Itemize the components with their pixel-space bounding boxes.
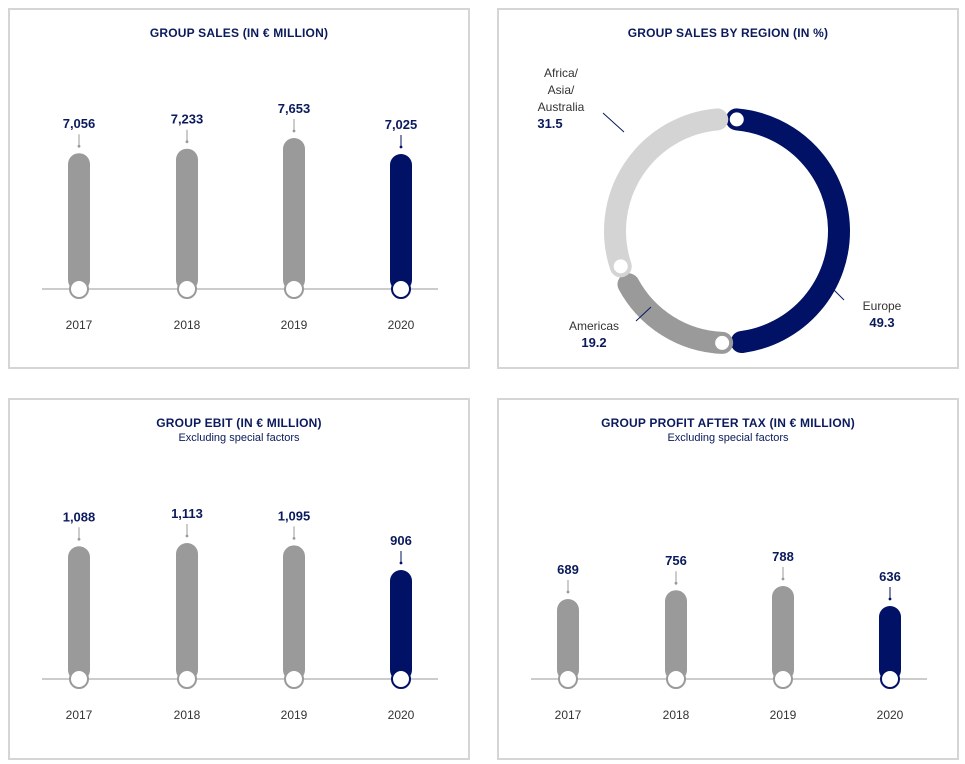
bar-base-marker bbox=[69, 669, 89, 689]
bar-base-marker bbox=[177, 279, 197, 299]
value-label: 636 bbox=[879, 569, 901, 584]
bar-2020 bbox=[390, 154, 412, 291]
leader-americas bbox=[635, 306, 652, 322]
x-tick-label: 2019 bbox=[281, 318, 308, 332]
sales-bar-chart: 7,056 2017 7,233 2018 7,653 2019 7,025 2020 bbox=[42, 101, 438, 332]
profit-chart-panel: GROUP PROFIT AFTER TAX (IN € MILLION) Ex… bbox=[497, 398, 959, 760]
region-donut-chart: Europe 49.3 Americas 19.2 Africa/Asia/Austra… bbox=[537, 66, 902, 354]
value-leader-dot bbox=[185, 534, 189, 538]
value-leader-dot bbox=[185, 140, 189, 144]
value-label: 689 bbox=[557, 562, 579, 577]
slice-value-africa-asia-australia: 31.5 bbox=[537, 116, 562, 131]
value-label: 7,233 bbox=[171, 112, 204, 127]
bar-base-marker bbox=[666, 669, 686, 689]
slice-value-europe: 49.3 bbox=[869, 315, 894, 330]
x-tick-label: 2018 bbox=[174, 708, 201, 722]
x-tick-label: 2020 bbox=[388, 318, 415, 332]
value-label: 7,056 bbox=[63, 116, 96, 131]
slice-start-marker bbox=[727, 110, 746, 129]
bar-2020 bbox=[879, 606, 901, 681]
value-label: 1,088 bbox=[63, 509, 96, 524]
slice-africa bbox=[604, 108, 729, 278]
bar-2018 bbox=[665, 590, 687, 681]
leader-africa bbox=[602, 112, 625, 133]
slice-label-africa-asia-australia: Australia bbox=[538, 100, 585, 114]
bar-base-marker bbox=[880, 669, 900, 689]
x-tick-label: 2019 bbox=[281, 708, 308, 722]
value-leader-dot bbox=[566, 590, 570, 594]
value-label: 788 bbox=[772, 549, 794, 564]
x-tick-label: 2018 bbox=[663, 708, 690, 722]
bar-base-marker bbox=[69, 279, 89, 299]
bar-2017 bbox=[68, 153, 90, 291]
chart-subtitle: Excluding special factors bbox=[667, 432, 789, 444]
x-tick-label: 2017 bbox=[66, 708, 93, 722]
x-tick-label: 2020 bbox=[877, 708, 904, 722]
chart-subtitle: Excluding special factors bbox=[178, 432, 300, 444]
value-leader-dot bbox=[399, 561, 403, 565]
chart-title: GROUP EBIT (IN € MILLION) bbox=[156, 416, 322, 430]
value-leader-dot bbox=[77, 537, 81, 541]
ebit-bar-chart: 1,088 2017 1,113 2018 1,095 2019 906 2020 bbox=[42, 506, 438, 722]
slice-start-marker bbox=[713, 333, 732, 352]
bar-2017 bbox=[68, 546, 90, 681]
x-tick-label: 2019 bbox=[770, 708, 797, 722]
value-leader-dot bbox=[888, 597, 892, 601]
slice-start-marker bbox=[611, 257, 630, 276]
profit-bar-chart: 689 2017 756 2018 788 2019 636 2020 bbox=[531, 549, 927, 722]
value-leader-dot bbox=[292, 536, 296, 540]
bar-base-marker bbox=[177, 669, 197, 689]
slice-label-africa-asia-australia: Asia/ bbox=[548, 83, 575, 97]
slice-label-americas: Americas bbox=[569, 319, 619, 333]
chart-title: GROUP SALES BY REGION (IN %) bbox=[627, 26, 829, 40]
value-leader-dot bbox=[399, 145, 403, 149]
bar-2019 bbox=[772, 586, 794, 681]
bar-base-marker bbox=[284, 279, 304, 299]
bar-2018 bbox=[176, 148, 198, 291]
slice-label-europe: Europe bbox=[863, 299, 902, 313]
bar-base-marker bbox=[773, 669, 793, 689]
slice-americas bbox=[617, 273, 734, 354]
bar-2019 bbox=[283, 545, 305, 681]
value-label: 1,113 bbox=[171, 506, 203, 521]
slice-europe bbox=[725, 108, 850, 354]
bar-base-marker bbox=[558, 669, 578, 689]
value-label: 7,025 bbox=[385, 117, 418, 132]
bar-base-marker bbox=[391, 279, 411, 299]
region-chart-panel: GROUP SALES BY REGION (IN %) Europe 49.3 A… bbox=[497, 8, 959, 369]
sales-chart-panel: GROUP SALES (IN € MILLION) 7,056 2017 7,23… bbox=[8, 8, 470, 369]
bar-2018 bbox=[176, 543, 198, 681]
x-tick-label: 2018 bbox=[174, 318, 201, 332]
value-leader-dot bbox=[77, 144, 81, 148]
value-leader-dot bbox=[781, 577, 785, 581]
x-tick-label: 2017 bbox=[66, 318, 93, 332]
slice-value-americas: 19.2 bbox=[581, 335, 606, 350]
leader-europe bbox=[828, 284, 845, 301]
value-label: 906 bbox=[390, 533, 412, 548]
value-leader-dot bbox=[674, 581, 678, 585]
value-label: 7,653 bbox=[278, 101, 311, 116]
bar-2019 bbox=[283, 138, 305, 291]
x-tick-label: 2020 bbox=[388, 708, 415, 722]
chart-title: GROUP PROFIT AFTER TAX (IN € MILLION) bbox=[601, 416, 855, 430]
slice-label-africa-asia-australia: Africa/ bbox=[544, 66, 579, 80]
chart-title: GROUP SALES (IN € MILLION) bbox=[149, 26, 329, 40]
value-label: 1,095 bbox=[278, 508, 311, 523]
bar-2020 bbox=[390, 570, 412, 681]
bar-base-marker bbox=[284, 669, 304, 689]
bar-2017 bbox=[557, 599, 579, 681]
ebit-chart-panel: GROUP EBIT (IN € MILLION) Excluding spec… bbox=[8, 398, 470, 760]
value-leader-dot bbox=[292, 129, 296, 133]
bar-base-marker bbox=[391, 669, 411, 689]
value-label: 756 bbox=[665, 553, 687, 568]
x-tick-label: 2017 bbox=[555, 708, 582, 722]
